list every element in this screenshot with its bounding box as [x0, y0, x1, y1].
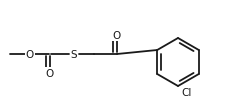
Text: O: O: [112, 31, 121, 41]
Text: S: S: [70, 50, 77, 59]
Text: Cl: Cl: [180, 87, 190, 97]
Text: O: O: [46, 68, 54, 78]
Text: O: O: [26, 50, 34, 59]
